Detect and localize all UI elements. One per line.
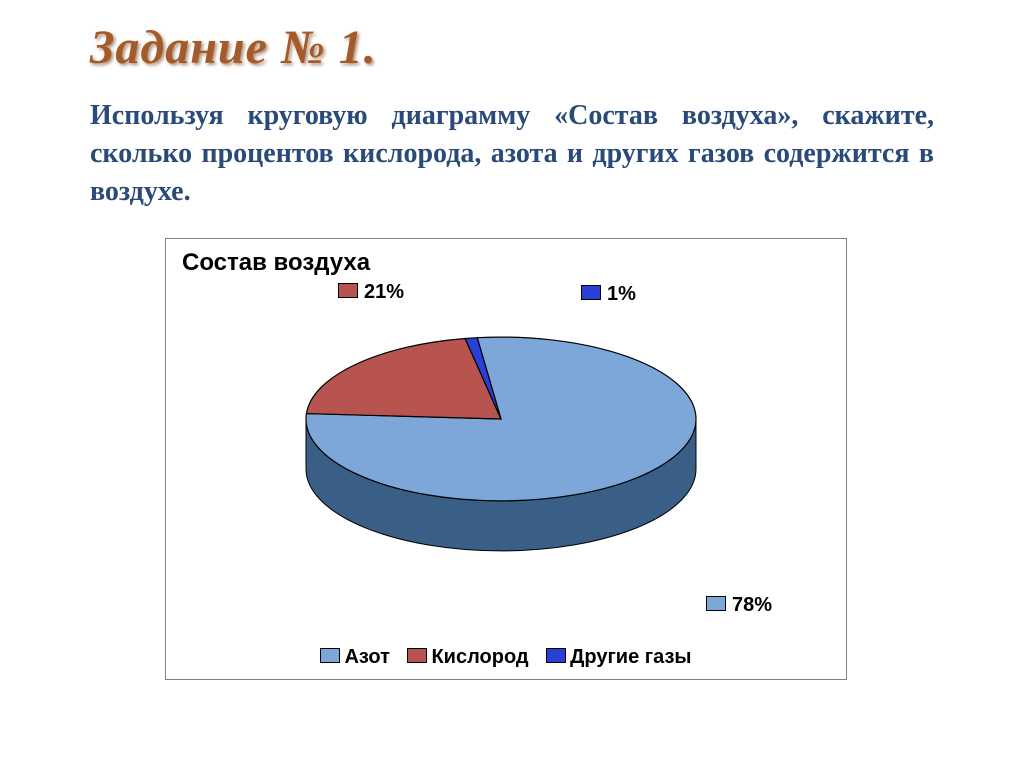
swatch-icon [338,283,358,298]
swatch-icon [546,648,566,663]
legend-label: Азот [344,646,389,668]
legend-item: Азот [320,646,389,669]
task-text: Используя круговую диаграмму «Состав воз… [90,97,934,210]
data-label-text: 1% [607,283,636,305]
legend: Азот Кислород Другие газы [166,646,846,669]
page-heading: Задание № 1. [90,20,934,75]
data-label-other: 1% [581,283,636,306]
data-label-nitrogen: 78% [706,594,772,617]
legend-item: Другие газы [546,646,691,669]
data-label-text: 21% [364,281,404,303]
legend-item: Кислород [407,646,528,669]
data-label-text: 78% [732,594,772,616]
data-label-oxygen: 21% [338,281,404,304]
swatch-icon [320,648,340,663]
swatch-icon [581,285,601,300]
chart-title: Состав воздуха [182,249,370,277]
legend-label: Другие газы [570,646,691,668]
pie-chart [301,324,701,584]
chart-container: Состав воздуха 1% 21% 78% Азот Кислород … [165,238,847,680]
legend-label: Кислород [431,646,528,668]
swatch-icon [706,596,726,611]
swatch-icon [407,648,427,663]
